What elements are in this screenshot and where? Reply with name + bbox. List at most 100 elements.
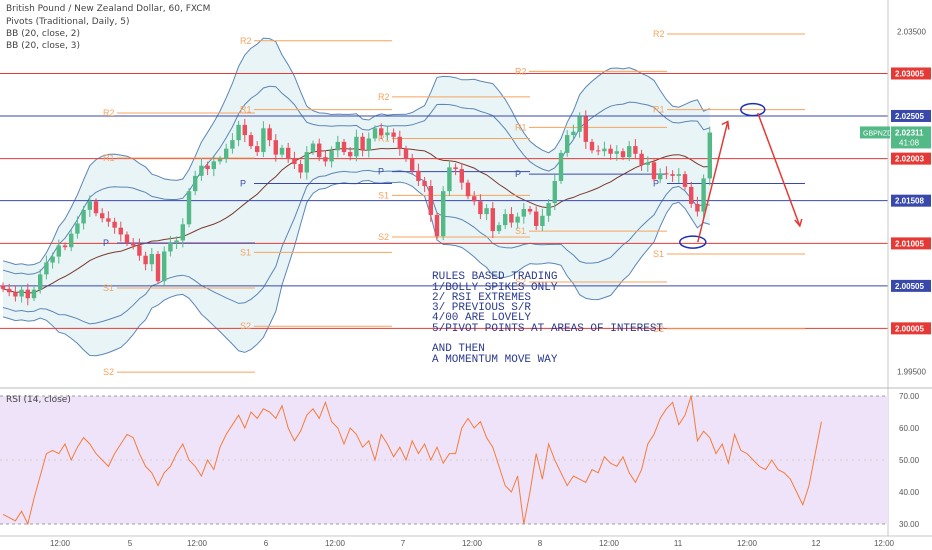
price-badge bbox=[891, 126, 931, 149]
level-badge bbox=[891, 194, 931, 207]
price-plot: R2 R1 P S1 S2 R2 R1 P S1 S2 R2 R1 P S1 S2 R2 R1 P S1 S2 R2 R1… bbox=[0, 29, 888, 377]
pivot-label-s2: S2 bbox=[240, 321, 251, 331]
level-badge bbox=[891, 152, 931, 165]
candle-body bbox=[596, 150, 601, 152]
candle-body bbox=[459, 169, 464, 183]
pivot-label-r1: R1 bbox=[240, 105, 252, 115]
candle-body bbox=[261, 128, 266, 153]
candle-body bbox=[651, 162, 657, 180]
candle-body bbox=[310, 143, 316, 153]
pivot-label-r2: R2 bbox=[653, 29, 665, 39]
candle-body bbox=[354, 136, 359, 157]
candle-body bbox=[391, 132, 396, 137]
up-arrowhead bbox=[721, 120, 730, 130]
candle-body bbox=[540, 215, 545, 226]
time-tick-label: 12:00 bbox=[325, 539, 346, 548]
candle-body bbox=[422, 180, 427, 187]
candle-body bbox=[701, 178, 706, 212]
candle-body bbox=[360, 136, 365, 151]
candle-body bbox=[496, 225, 502, 232]
candle-body bbox=[664, 173, 669, 175]
rsi-tick-label: 40.00 bbox=[899, 488, 920, 497]
candle-body bbox=[682, 174, 688, 187]
candle-body bbox=[478, 201, 483, 215]
bb2-upper bbox=[2, 85, 710, 275]
candle-body bbox=[7, 288, 12, 293]
time-tick-label: 6 bbox=[264, 539, 269, 548]
candle-body bbox=[186, 191, 192, 225]
candle-body bbox=[217, 158, 223, 162]
candle-body bbox=[484, 208, 489, 215]
pivot-label-s2: S2 bbox=[378, 232, 389, 242]
bb2-lower bbox=[2, 169, 710, 325]
candle-body bbox=[50, 256, 55, 263]
candle-body bbox=[112, 221, 117, 228]
rsi-line bbox=[2, 395, 822, 526]
time-tick-label: 12:00 bbox=[874, 539, 895, 548]
candle-body bbox=[602, 148, 607, 152]
symbol-badge-label: GBPNZD bbox=[863, 130, 892, 137]
candle-body bbox=[118, 227, 123, 235]
candle-body bbox=[286, 147, 291, 159]
down-arrow bbox=[757, 112, 801, 227]
candle-body bbox=[695, 203, 700, 212]
chart-title: British Pound / New Zealand Dollar, 60, … bbox=[6, 4, 211, 14]
candle-body bbox=[410, 158, 415, 171]
time-tick-label: 12:00 bbox=[599, 539, 620, 548]
candle-body bbox=[385, 132, 390, 136]
candle-body bbox=[87, 201, 92, 210]
candle-body bbox=[224, 148, 229, 159]
candle-body bbox=[248, 135, 254, 147]
candle-body bbox=[155, 254, 161, 282]
candle-body bbox=[645, 162, 650, 165]
candle-body bbox=[558, 152, 564, 181]
candle-body bbox=[162, 251, 167, 282]
annotation-line: 2/ RSI EXTREMES bbox=[432, 291, 532, 304]
pivot-label-r2: R2 bbox=[515, 66, 527, 76]
price-tick-label: 1.99500 bbox=[897, 367, 926, 376]
candle-body bbox=[31, 289, 37, 299]
annotation-line: 3/ PREVIOUS S/R bbox=[432, 302, 532, 315]
candle-body bbox=[69, 233, 74, 248]
candle-body bbox=[348, 152, 353, 157]
candle-body bbox=[552, 180, 557, 204]
pivot-label-r2: R2 bbox=[378, 92, 390, 102]
candle-body bbox=[583, 116, 588, 142]
candle-body bbox=[403, 148, 409, 159]
annotation-line: 5/PIVOT POINTS AT AREAS OF INTEREST bbox=[432, 322, 664, 335]
candle-body bbox=[292, 158, 297, 164]
pivot-label-p: P bbox=[240, 179, 246, 189]
annotation-line: AND THEN bbox=[432, 343, 485, 356]
legend-pivots: Pivots (Traditional, Daily, 5) bbox=[6, 17, 130, 27]
pivot-label-s2: S2 bbox=[515, 277, 526, 287]
candle-body bbox=[81, 209, 86, 224]
candle-body bbox=[676, 174, 681, 176]
pivot-label-r1: R1 bbox=[103, 153, 115, 163]
candle-body bbox=[416, 170, 421, 181]
time-tick-label: 12:00 bbox=[737, 539, 758, 548]
candle-body bbox=[707, 132, 712, 179]
candle-body bbox=[335, 141, 340, 151]
level-badge-label: 2.01508 bbox=[895, 197, 924, 206]
rsi-tick-label: 70.00 bbox=[899, 392, 920, 401]
annotation-line: A MOMENTUM MOVE WAY bbox=[432, 353, 558, 366]
low-ellipse bbox=[679, 235, 707, 249]
candle-body bbox=[242, 124, 247, 136]
candle-body bbox=[230, 140, 235, 149]
candle-body bbox=[428, 186, 433, 215]
candle-body bbox=[453, 167, 458, 170]
candle-body bbox=[503, 214, 508, 226]
candle-body bbox=[100, 213, 105, 219]
candle-body bbox=[19, 289, 24, 297]
bb3-upper bbox=[2, 37, 710, 266]
level-badge bbox=[891, 237, 931, 250]
candle-body bbox=[608, 148, 613, 154]
candle-body bbox=[93, 201, 99, 214]
countdown-label: 41:08 bbox=[899, 138, 920, 147]
candle-body bbox=[255, 146, 260, 153]
annotation-line: 4/00 ARE LOVELY bbox=[432, 312, 532, 325]
candle-body bbox=[546, 203, 551, 216]
candle-body bbox=[317, 143, 322, 158]
candle-body bbox=[193, 175, 198, 192]
pivot-label-p: P bbox=[378, 167, 384, 177]
